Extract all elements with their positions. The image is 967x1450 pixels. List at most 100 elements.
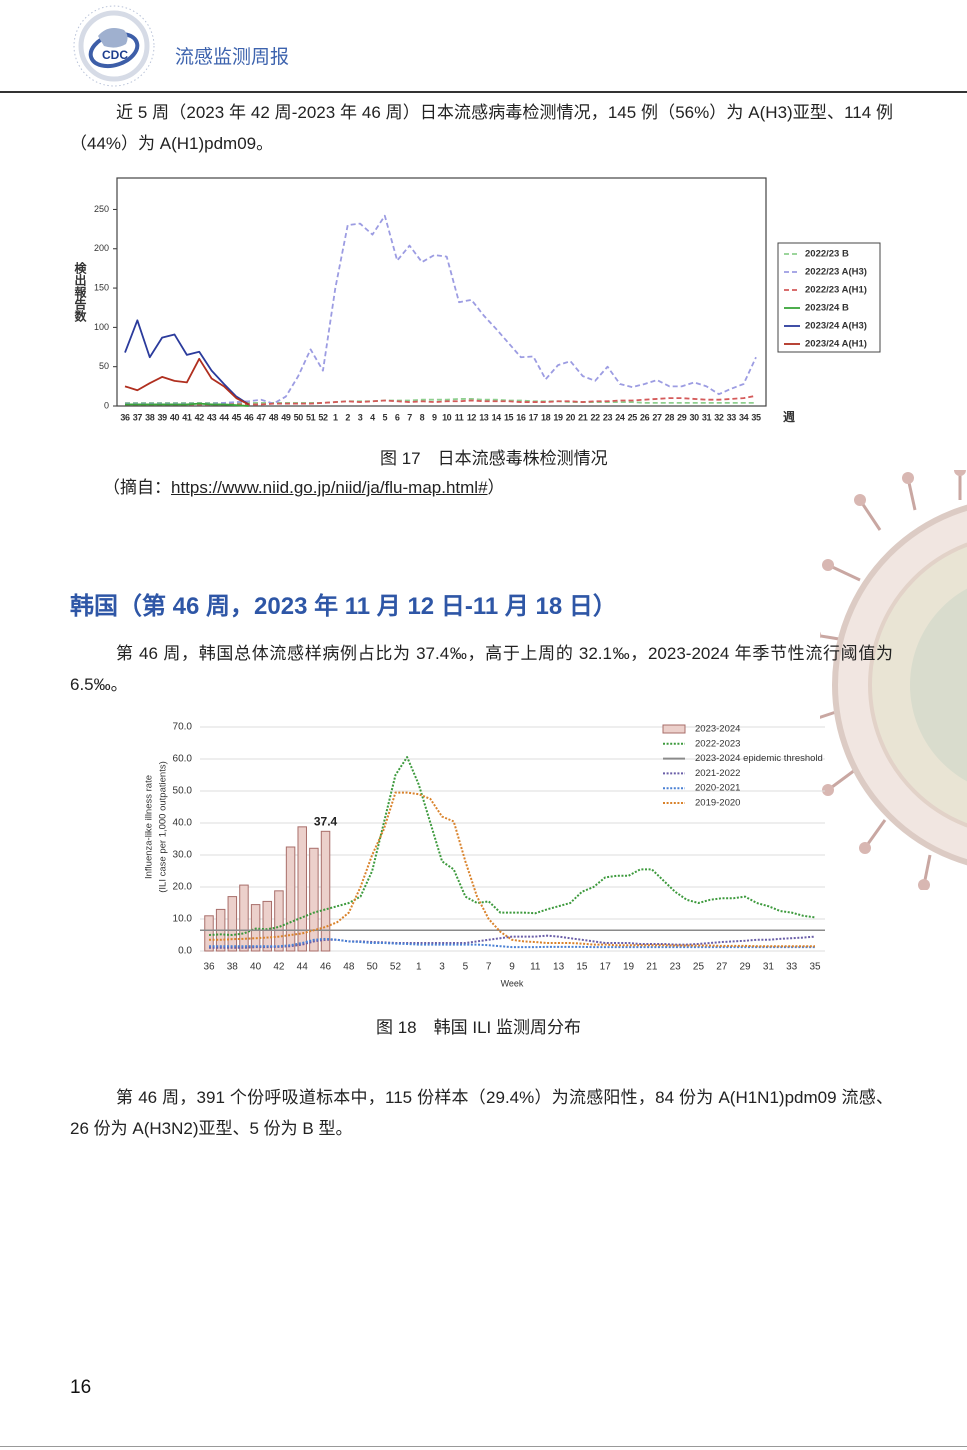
x-tick-label: 33 — [727, 412, 737, 422]
y-tick-label: 40.0 — [173, 818, 193, 829]
x-tick-label: 36 — [203, 962, 215, 973]
x-tick-label: 48 — [269, 412, 279, 422]
x-tick-label: 19 — [623, 962, 635, 973]
x-tick-label: 36 — [120, 412, 130, 422]
series-line — [208, 756, 816, 936]
series-line — [125, 214, 757, 405]
virus-illustration — [820, 470, 967, 890]
x-tick-label: 44 — [219, 412, 229, 422]
x-tick-label: 10 — [442, 412, 452, 422]
y-tick-label: 50.0 — [173, 786, 193, 797]
y-tick-label: 60.0 — [173, 754, 193, 765]
x-tick-label: 6 — [395, 412, 400, 422]
x-tick-label: 26 — [640, 412, 650, 422]
x-tick-label: 11 — [530, 962, 541, 973]
virus-core — [910, 588, 967, 782]
x-tick-label: 25 — [628, 412, 638, 422]
y-axis-label: Influenza-like illness rate — [144, 775, 155, 879]
x-tick-label: 18 — [541, 412, 551, 422]
x-tick-label: 52 — [318, 412, 328, 422]
footer-rule — [0, 1446, 967, 1447]
x-tick-label: 30 — [690, 412, 700, 422]
source-link[interactable]: https://www.niid.go.jp/niid/ja/flu-map.h… — [171, 478, 488, 497]
x-tick-label: 15 — [504, 412, 514, 422]
paragraph: 近 5 周（2023 年 42 周-2023 年 46 周）日本流感病毒检测情况… — [70, 103, 893, 153]
x-tick-label: 35 — [809, 962, 821, 973]
legend-label: 2022/23 B — [805, 249, 849, 260]
x-tick-label: 15 — [576, 962, 588, 973]
x-tick-label: 34 — [739, 412, 749, 422]
x-tick-label: 3 — [439, 962, 445, 973]
page-number: 16 — [70, 1377, 92, 1398]
source-suffix: ） — [487, 478, 505, 497]
legend-label: 2023/24 A(H3) — [805, 321, 867, 332]
x-tick-label: 1 — [416, 962, 422, 973]
x-tick-label: 47 — [256, 412, 266, 422]
x-tick-label: 19 — [553, 412, 563, 422]
bar-value-label: 37.4 — [314, 814, 338, 828]
legend-label: 2022/23 A(H3) — [805, 267, 867, 278]
x-axis-label: 週 — [783, 409, 795, 424]
y-tick-label: 100 — [94, 322, 109, 332]
x-tick-label: 23 — [603, 412, 613, 422]
virus-knobs — [820, 470, 966, 890]
x-tick-label: 29 — [677, 412, 687, 422]
y-axis-label: (ILI case per 1,000 outpatients) — [158, 761, 169, 893]
logo-ring — [73, 5, 155, 87]
x-tick-label: 32 — [714, 412, 724, 422]
logo-map — [98, 28, 128, 48]
x-tick-label: 51 — [306, 412, 316, 422]
x-tick-label: 12 — [467, 412, 477, 422]
legend-label: 2022-2023 — [695, 738, 740, 749]
series-line — [209, 934, 816, 949]
x-tick-label: 23 — [670, 962, 682, 973]
x-tick-label: 5 — [383, 412, 388, 422]
x-tick-label: 27 — [652, 412, 662, 422]
legend-frame — [777, 242, 881, 353]
legend-label: 2021-2022 — [695, 768, 740, 779]
paragraph: 第 46 周，391 个份呼吸道标本中，115 份样本（29.4%）为流感阳性，… — [70, 1088, 893, 1138]
x-tick-label: 27 — [716, 962, 728, 973]
legend-label: 2023/24 B — [805, 303, 849, 314]
series-line — [124, 357, 250, 406]
x-tick-label: 37 — [133, 412, 143, 422]
bar — [227, 896, 238, 952]
x-tick-label: 44 — [297, 962, 309, 973]
x-tick-label: 1 — [333, 412, 338, 422]
plot-frame — [116, 177, 767, 407]
x-tick-label: 24 — [615, 412, 625, 422]
y-tick-label: 30.0 — [173, 850, 193, 861]
x-tick-label: 9 — [509, 962, 515, 973]
x-tick-label: 42 — [273, 962, 285, 973]
y-axis-label: 検出報告数 — [73, 261, 87, 323]
x-tick-label: 52 — [390, 962, 402, 973]
logo-text: CDC — [102, 48, 128, 62]
x-tick-label: 46 — [244, 412, 254, 422]
y-tick-label: 20.0 — [173, 882, 193, 893]
x-tick-label: 20 — [566, 412, 576, 422]
x-tick-label: 49 — [281, 412, 291, 422]
x-tick-label: 3 — [358, 412, 363, 422]
x-tick-label: 17 — [600, 962, 612, 973]
x-tick-label: 29 — [740, 962, 752, 973]
y-tick-label: 150 — [94, 282, 109, 292]
x-tick-label: 48 — [343, 962, 355, 973]
series-line — [124, 319, 250, 406]
series-line — [125, 402, 249, 407]
x-tick-label: 9 — [432, 412, 437, 422]
bar — [262, 900, 273, 952]
bar — [239, 884, 249, 952]
bar — [204, 915, 214, 952]
x-tick-label: 45 — [232, 412, 242, 422]
x-tick-label: 17 — [529, 412, 539, 422]
x-tick-label: 13 — [479, 412, 489, 422]
y-tick-label: 0 — [104, 400, 109, 410]
x-tick-label: 50 — [367, 962, 379, 973]
bar — [309, 847, 319, 952]
x-tick-label: 11 — [455, 412, 464, 422]
legend-label: 2019-2020 — [695, 798, 740, 809]
figure-caption: 图 18 韩国 ILI 监测周分布 — [376, 1018, 581, 1037]
korea-ili-chart: 0.0 10.0 20.0 30.0 40.0 50.0 60.0 70.0 36 38 40 42 4… — [144, 722, 825, 988]
